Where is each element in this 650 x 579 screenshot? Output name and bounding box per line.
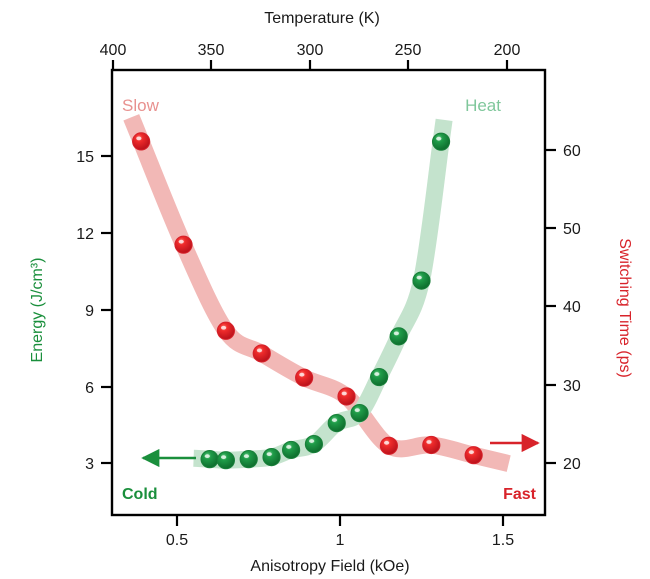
- data-point-highlight: [341, 391, 347, 396]
- top-tick-label: 200: [494, 42, 521, 59]
- data-point-highlight: [204, 454, 210, 459]
- slow-annotation: Slow: [122, 96, 160, 115]
- right-axis-ticks: [545, 148, 556, 465]
- data-point: [262, 448, 281, 467]
- right-tick-label: 50: [563, 221, 581, 238]
- right-tick-label: 60: [563, 143, 581, 160]
- left-tick-label: 3: [85, 456, 94, 473]
- energy-data-points: [200, 132, 451, 470]
- energy-trend-band: [193, 118, 453, 469]
- right-tick-label: 30: [563, 378, 581, 395]
- bottom-tick-label: 0.5: [166, 532, 188, 549]
- data-point-highlight: [393, 331, 399, 336]
- data-point-highlight: [266, 452, 272, 457]
- right-axis-tick-labels: 20 30 40 50 60: [563, 143, 581, 473]
- left-axis-title: Energy (J/cm³): [29, 258, 46, 363]
- data-point-highlight: [299, 372, 305, 377]
- left-axis-tick-labels: 3 6 9 12 15: [76, 149, 94, 473]
- data-point: [389, 327, 408, 346]
- bottom-tick-label: 1.5: [492, 532, 514, 549]
- right-tick-label: 20: [563, 456, 581, 473]
- switching-time-trend-band: [123, 114, 511, 472]
- data-point-highlight: [354, 408, 360, 413]
- top-axis-ticks: [111, 60, 509, 70]
- data-point-highlight: [331, 418, 338, 422]
- data-point: [350, 404, 369, 423]
- data-point-highlight: [374, 372, 380, 376]
- left-tick-label: 15: [76, 149, 94, 166]
- top-tick-label: 400: [100, 42, 127, 59]
- switching-time-data-points: [132, 132, 483, 465]
- data-point: [216, 321, 235, 340]
- data-point-highlight: [221, 455, 227, 460]
- data-point: [295, 368, 314, 387]
- data-point: [216, 451, 235, 470]
- data-point: [282, 440, 301, 460]
- heat-annotation: Heat: [465, 96, 501, 115]
- right-tick-label: 40: [563, 299, 581, 316]
- left-axis-ticks: [101, 154, 112, 465]
- data-point-highlight: [309, 439, 315, 443]
- data-point-highlight: [426, 440, 432, 444]
- bottom-axis-tick-labels: 0.5 1 1.5: [166, 532, 514, 549]
- data-point: [422, 435, 441, 455]
- data-point: [239, 450, 258, 469]
- bottom-tick-label: 1: [336, 532, 345, 549]
- left-tick-label: 6: [85, 380, 94, 397]
- top-axis-tick-labels: 400 350 300 250 200: [100, 42, 521, 59]
- data-point-highlight: [221, 325, 227, 330]
- bottom-axis-ticks: [175, 515, 505, 526]
- cold-annotation: Cold: [122, 486, 158, 503]
- data-point-highlight: [178, 239, 184, 244]
- data-point: [337, 387, 356, 406]
- data-point: [132, 132, 151, 151]
- data-point: [304, 434, 324, 454]
- top-tick-label: 350: [198, 42, 225, 59]
- data-point: [252, 344, 271, 363]
- data-point-highlight: [384, 440, 390, 445]
- top-tick-label: 250: [395, 42, 422, 59]
- data-point: [174, 235, 193, 254]
- data-point-highlight: [136, 136, 142, 141]
- data-point: [370, 367, 389, 387]
- data-point-highlight: [243, 454, 250, 459]
- right-axis-title: Switching Time (ps): [616, 238, 633, 378]
- plot-frame: [110, 68, 547, 517]
- data-point-highlight: [468, 450, 474, 455]
- top-axis-title: Temperature (K): [264, 10, 380, 27]
- data-point: [412, 271, 431, 290]
- bottom-axis-title: Anisotropy Field (kOe): [250, 558, 409, 575]
- data-point-highlight: [256, 348, 263, 353]
- data-point-highlight: [436, 136, 442, 141]
- left-tick-label: 12: [76, 226, 94, 243]
- data-point: [431, 132, 451, 151]
- data-point-highlight: [416, 275, 422, 280]
- data-point-highlight: [286, 445, 292, 449]
- data-point: [464, 446, 483, 465]
- fast-annotation: Fast: [503, 486, 537, 503]
- data-point: [200, 450, 219, 469]
- left-tick-label: 9: [85, 303, 94, 320]
- top-tick-label: 300: [297, 42, 324, 59]
- data-point: [379, 436, 398, 455]
- data-point: [327, 413, 346, 433]
